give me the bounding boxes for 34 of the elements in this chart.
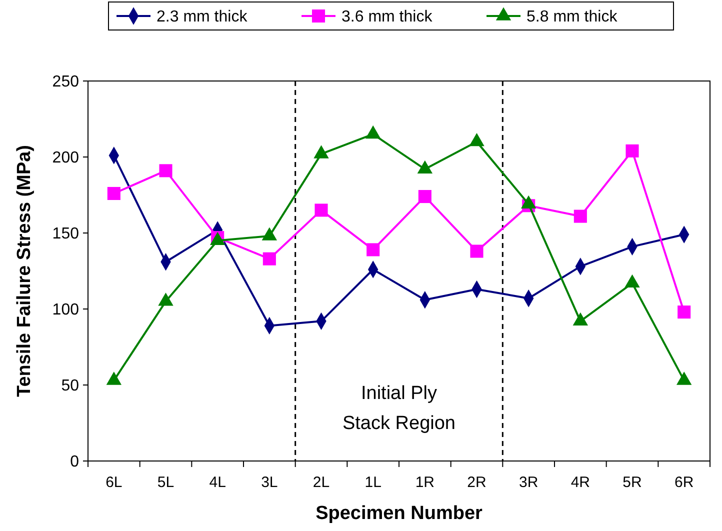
point [574,210,587,223]
legend-label: 5.8 mm thick [526,8,618,26]
annotation: Initial Ply Stack Region [342,383,456,434]
point [262,252,276,266]
point [678,306,691,319]
point [366,243,380,256]
x-tick-label: 2R [467,474,486,491]
x-tick-label: 3L [261,474,278,491]
x-tick-label: 3R [518,474,538,491]
x-tick-label: 5L [157,474,174,491]
y-tick-label: 0 [70,454,80,471]
x-tick-label: 2L [312,474,330,491]
point [626,144,639,158]
x-tick-label: 6R [674,474,694,491]
point [418,190,432,204]
x-tick-label: 1L [364,474,382,491]
point [314,204,328,217]
legend-label: 2.3 mm thick [156,8,248,26]
x-tick-label: 4R [570,474,590,491]
point [470,244,484,258]
x-axis-title: Specimen Number [316,503,484,524]
y-tick-label: 200 [52,150,80,167]
x-tick-label: 4L [209,474,226,491]
x-tick-label: 1R [415,474,435,491]
x-tick-label: 5R [622,474,642,491]
legend-label: 3.6 mm thick [342,8,434,26]
x-tick-label: 6L [106,474,122,491]
y-tick-label: 150 [52,226,80,243]
y-tick-label: 250 [52,74,80,91]
point [107,186,120,200]
y-tick-label: 50 [61,378,80,395]
y-axis-title: Tensile Failure Stress (MPa) [14,144,35,398]
y-tick-label: 100 [52,302,80,319]
point [159,164,172,178]
